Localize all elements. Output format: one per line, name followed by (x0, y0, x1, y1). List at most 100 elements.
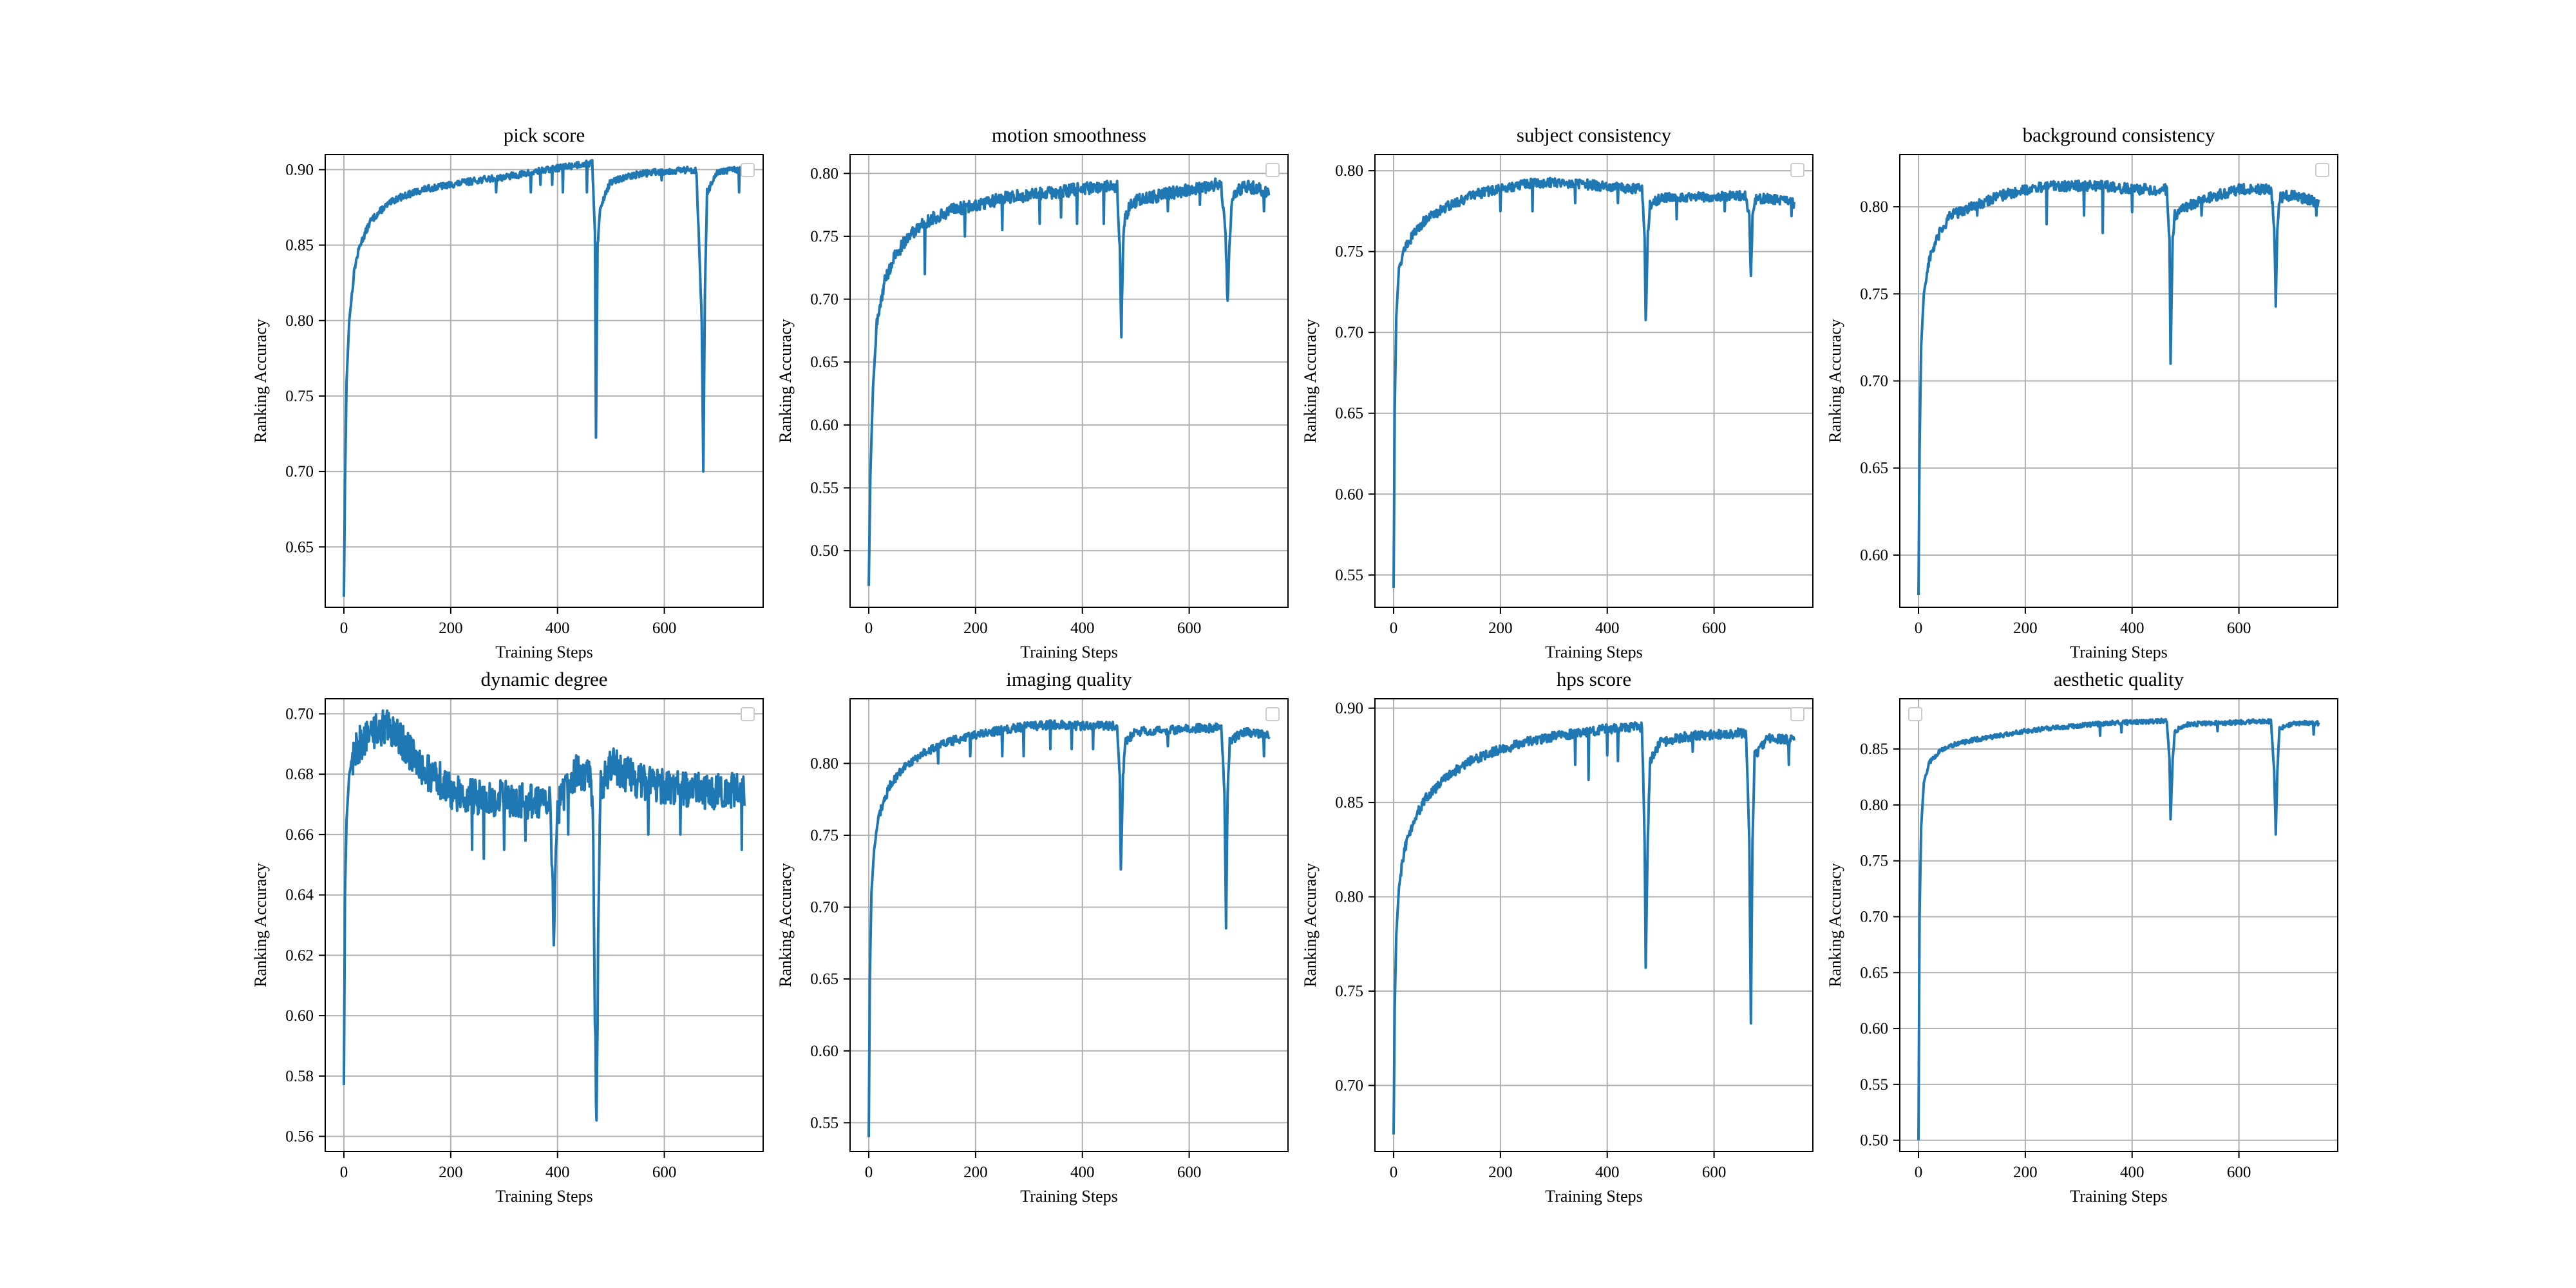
axes-frame (849, 154, 1289, 608)
y-axis-label: Ranking Accuracy (1826, 319, 1844, 443)
y-tick-label: 0.80 (1335, 162, 1363, 180)
y-tick-label: 0.68 (285, 766, 314, 783)
x-axis-label: Training Steps (2070, 643, 2167, 661)
x-tick-label: 200 (439, 1164, 463, 1181)
ticks: 0 200 400 600 0.56 0.58 0.60 0.62 0.64 0.66 0.68 0.… (285, 705, 676, 1181)
y-axis-label: Ranking Accuracy (251, 319, 270, 443)
grid (1375, 155, 1813, 607)
x-tick-label: 0 (1390, 620, 1398, 637)
legend-box (1790, 707, 1804, 721)
x-tick-label: 400 (545, 620, 570, 637)
grid (325, 699, 763, 1151)
x-tick-label: 400 (2120, 620, 2145, 637)
y-axis-label: Ranking Accuracy (1301, 319, 1320, 443)
y-tick-label: 0.65 (1860, 460, 1888, 477)
axes-frame (849, 698, 1289, 1152)
x-axis-label: Training Steps (1545, 1187, 1642, 1206)
x-tick-label: 400 (1070, 620, 1095, 637)
x-tick-label: 200 (963, 1164, 988, 1181)
x-tick-label: 600 (1177, 1164, 1202, 1181)
x-tick-label: 600 (2227, 1164, 2251, 1181)
chart-svg: 0 200 400 600 0.56 0.58 0.60 0.62 0.64 0.66 0.68 0.… (251, 668, 764, 1206)
y-tick-label: 0.70 (1860, 373, 1888, 390)
y-tick-label: 0.75 (1860, 853, 1888, 870)
y-tick-label: 0.75 (1335, 243, 1363, 261)
y-axis-label: Ranking Accuracy (776, 863, 795, 987)
grid (1900, 155, 2338, 607)
y-tick-label: 0.55 (1860, 1076, 1888, 1094)
y-tick-label: 0.75 (1335, 983, 1363, 1000)
chart-title: imaging quality (1006, 668, 1132, 690)
x-axis-label: Training Steps (495, 643, 592, 661)
series-line (867, 177, 1271, 586)
y-tick-label: 0.75 (810, 827, 838, 844)
y-axis-label: Ranking Accuracy (251, 863, 270, 987)
x-tick-label: 400 (1595, 620, 1620, 637)
y-tick-label: 0.70 (1335, 324, 1363, 341)
ticks: 0 200 400 600 0.55 0.60 0.65 0.70 0.75 0.80 (1335, 162, 1726, 637)
axes-frame (1374, 154, 1814, 608)
chart-title: motion smoothness (992, 124, 1146, 146)
y-tick-label: 0.85 (1335, 794, 1363, 811)
x-tick-label: 600 (1702, 1164, 1727, 1181)
y-tick-label: 0.80 (285, 312, 314, 330)
y-tick-label: 0.55 (810, 1114, 838, 1132)
y-tick-label: 0.75 (1860, 285, 1888, 303)
x-tick-label: 200 (2013, 620, 2038, 637)
chart-title: pick score (504, 124, 585, 146)
chart-title: subject consistency (1517, 124, 1672, 146)
y-tick-label: 0.56 (285, 1128, 314, 1146)
x-axis-label: Training Steps (1020, 1187, 1117, 1206)
x-axis-label: Training Steps (2070, 1187, 2167, 1206)
chart-panel: 0 200 400 600 0.56 0.58 0.60 0.62 0.64 0.66 0.68 0.… (251, 668, 764, 1206)
x-tick-label: 0 (865, 620, 873, 637)
legend-box (1265, 163, 1280, 177)
y-tick-label: 0.90 (1335, 700, 1363, 717)
y-tick-label: 0.50 (1860, 1132, 1888, 1150)
y-tick-label: 0.60 (285, 1007, 314, 1025)
chart-title: dynamic degree (480, 668, 607, 690)
y-tick-label: 0.70 (1335, 1077, 1363, 1094)
y-tick-label: 0.75 (285, 388, 314, 405)
y-axis-label: Ranking Accuracy (776, 319, 795, 443)
y-tick-label: 0.60 (1335, 486, 1363, 503)
chart-panel: 0 200 400 600 0.70 0.75 0.80 0.85 0.90 hps score T… (1301, 668, 1814, 1206)
x-tick-label: 0 (1915, 1164, 1923, 1181)
y-tick-label: 0.65 (810, 354, 838, 371)
y-tick-label: 0.65 (1335, 405, 1363, 422)
ticks: 0 200 400 600 0.60 0.65 0.70 0.75 0.80 (1860, 198, 2251, 637)
x-axis-label: Training Steps (1020, 643, 1117, 661)
chart-svg: 0 200 400 600 0.55 0.60 0.65 0.70 0.75 0.80 subjec… (1301, 124, 1814, 661)
y-tick-label: 0.70 (1860, 908, 1888, 925)
x-tick-label: 600 (652, 620, 677, 637)
ticks: 0 200 400 600 0.50 0.55 0.60 0.65 0.70 0.75 0.80 (810, 165, 1201, 637)
y-tick-label: 0.75 (810, 228, 838, 245)
y-tick-label: 0.64 (285, 887, 314, 904)
chart-title: hps score (1557, 668, 1631, 690)
y-tick-label: 0.80 (1860, 797, 1888, 814)
y-tick-label: 0.55 (810, 479, 838, 497)
y-tick-label: 0.70 (285, 705, 314, 723)
chart-title: aesthetic quality (2054, 668, 2184, 690)
axes-frame (325, 154, 764, 608)
legend-box (1790, 163, 1804, 177)
x-tick-label: 600 (652, 1164, 677, 1181)
y-axis-label: Ranking Accuracy (1301, 863, 1320, 987)
legend-box (741, 163, 755, 177)
series-line (343, 709, 746, 1122)
y-tick-label: 0.85 (285, 237, 314, 254)
x-tick-label: 200 (2013, 1164, 2038, 1181)
y-tick-label: 0.70 (810, 291, 838, 308)
y-tick-label: 0.85 (1860, 741, 1888, 758)
chart-svg: 0 200 400 600 0.50 0.55 0.60 0.65 0.70 0.75 0.80 0.… (1826, 668, 2338, 1206)
chart-panel: 0 200 400 600 0.55 0.60 0.65 0.70 0.75 0.80 subjec… (1301, 124, 1814, 661)
x-tick-label: 200 (1488, 1164, 1513, 1181)
y-tick-label: 0.80 (1860, 198, 1888, 216)
legend-box (741, 707, 755, 721)
y-tick-label: 0.60 (1860, 1020, 1888, 1037)
chart-svg: 0 200 400 600 0.50 0.55 0.60 0.65 0.70 0.75 0.80 mo… (776, 124, 1289, 661)
ticks: 0 200 400 600 0.65 0.70 0.75 0.80 0.85 0.90 (285, 161, 676, 637)
grid (850, 699, 1288, 1151)
chart-svg: 0 200 400 600 0.55 0.60 0.65 0.70 0.75 0.80 imagin… (776, 668, 1289, 1206)
